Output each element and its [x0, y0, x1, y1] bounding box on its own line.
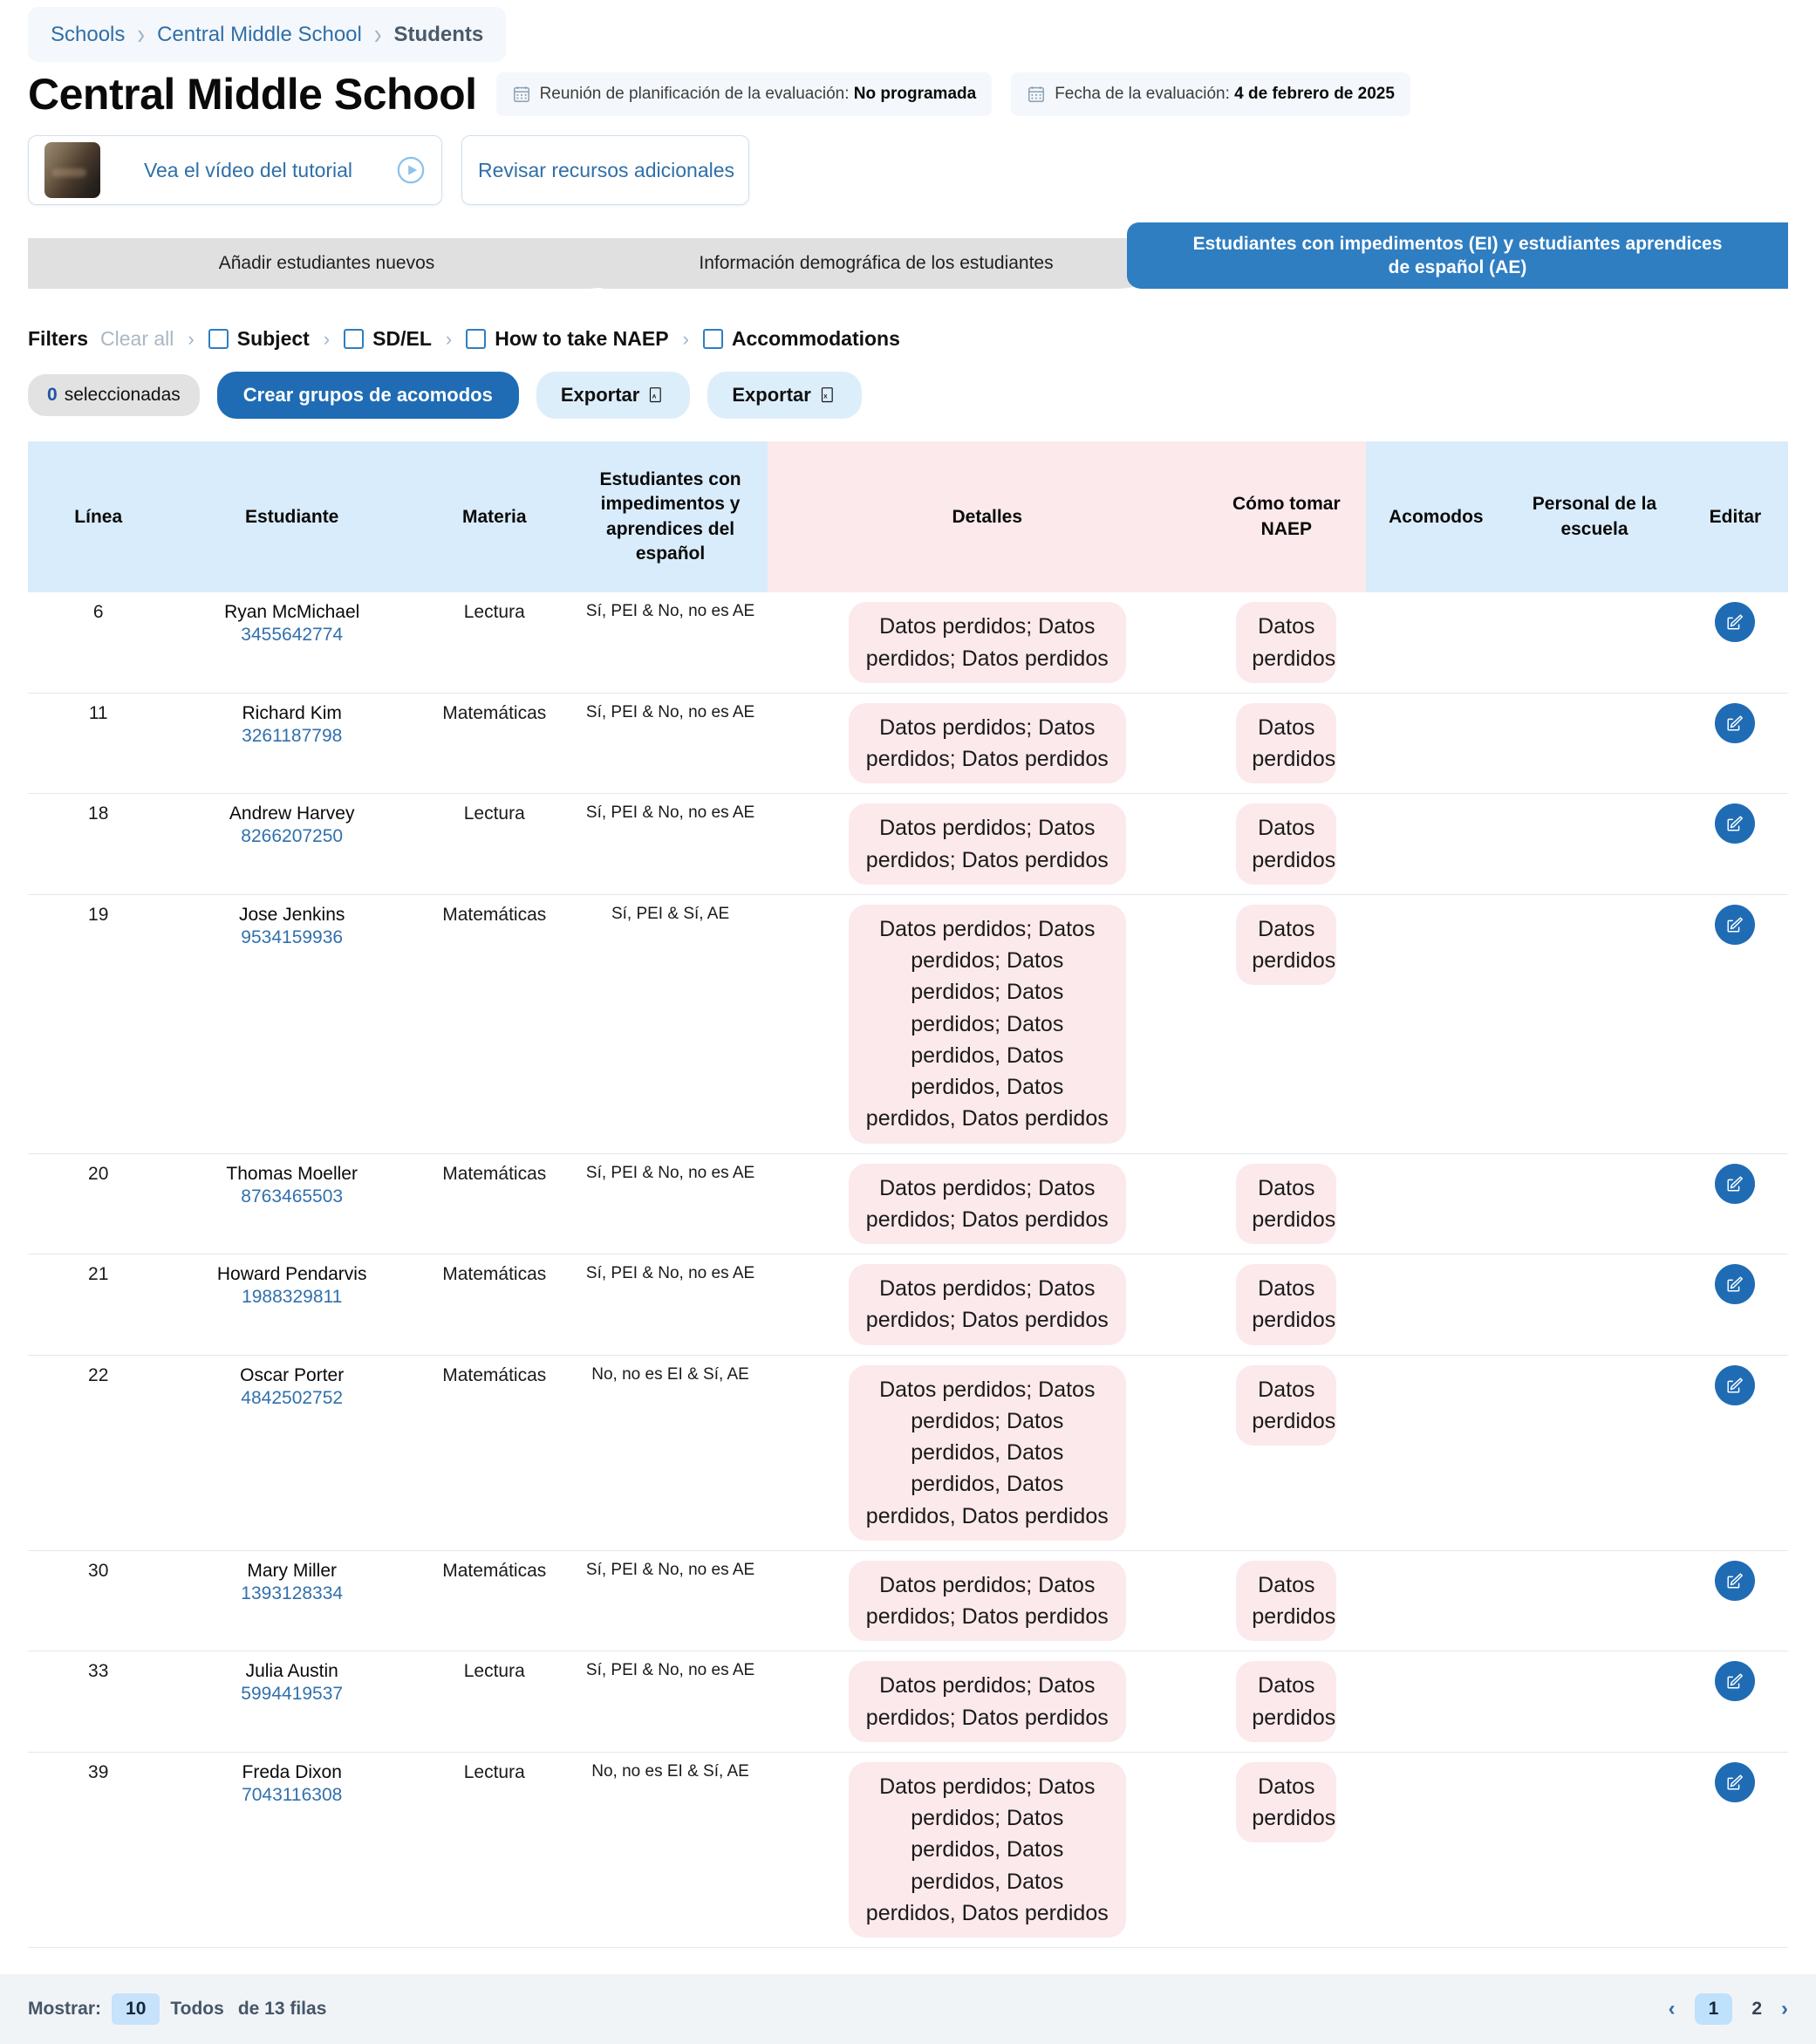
- svg-text:X: X: [823, 393, 828, 400]
- svg-text:A: A: [652, 393, 657, 400]
